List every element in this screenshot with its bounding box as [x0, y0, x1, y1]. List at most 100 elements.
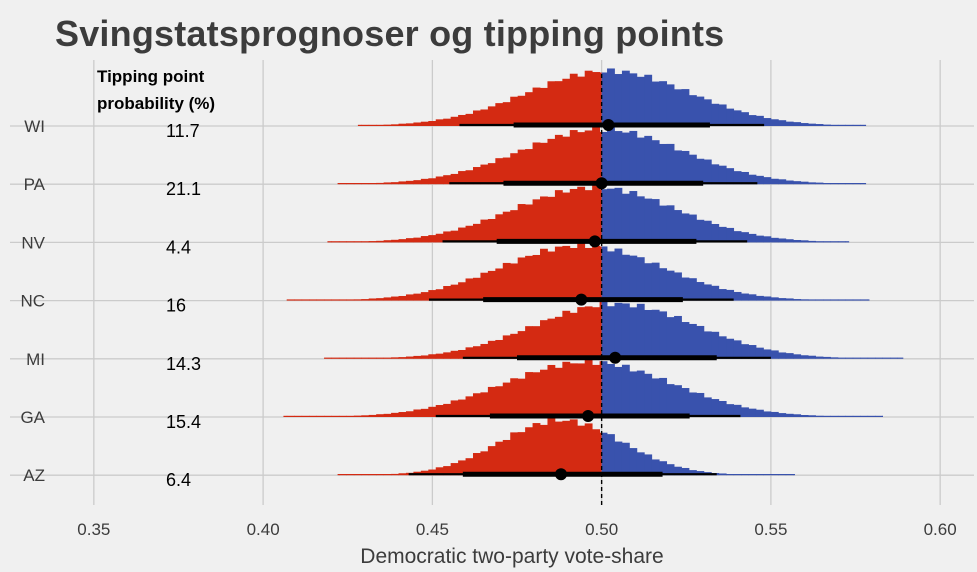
rep-bin — [540, 142, 548, 185]
dem-bin — [651, 378, 660, 417]
dem-bin — [800, 240, 809, 243]
rep-bin — [353, 357, 362, 359]
rep-bin — [599, 432, 602, 476]
rep-bin — [428, 290, 437, 301]
rep-bin — [472, 167, 481, 185]
rep-bin — [353, 183, 362, 185]
rep-bin — [562, 192, 571, 243]
dem-bin — [748, 115, 757, 126]
state-label: NC — [20, 292, 45, 311]
dem-bin — [733, 340, 742, 359]
rep-bin — [368, 474, 377, 476]
dem-bin — [629, 255, 638, 301]
rep-bin — [435, 405, 444, 417]
dem-bin — [651, 459, 660, 476]
rep-bin — [435, 353, 444, 359]
rep-bin — [495, 386, 504, 417]
rep-bin — [383, 240, 392, 243]
median-point — [575, 293, 588, 306]
dem-bin — [607, 434, 615, 476]
dem-bin — [614, 187, 623, 243]
rep-bin — [443, 466, 452, 476]
rep-bin — [599, 72, 602, 126]
dem-bin — [696, 96, 705, 126]
rep-bin — [286, 299, 295, 301]
rep-bin — [532, 199, 541, 243]
rep-bin — [540, 196, 548, 243]
rep-bin — [495, 441, 504, 476]
rep-bin — [420, 355, 429, 359]
dem-bin — [837, 183, 846, 185]
dem-bin — [755, 235, 764, 243]
dem-bin — [852, 124, 861, 126]
rep-bin — [532, 326, 541, 359]
rep-bin — [480, 392, 489, 417]
rep-bin — [502, 211, 511, 243]
dem-bin — [785, 298, 794, 301]
dem-bin — [681, 322, 690, 359]
dem-bin — [659, 377, 668, 417]
dem-bin — [823, 183, 831, 185]
rep-bin — [368, 298, 377, 301]
rep-bin — [398, 357, 407, 359]
rep-bin — [525, 427, 533, 476]
dem-bin — [741, 171, 749, 185]
dem-bin — [815, 356, 824, 359]
rep-bin — [525, 149, 533, 185]
dem-bin — [601, 432, 608, 476]
histogram-layer — [283, 68, 904, 476]
dem-bin — [755, 347, 764, 359]
rep-bin — [510, 333, 519, 359]
rep-bin — [577, 242, 586, 301]
rep-bin — [554, 134, 563, 185]
dem-bin — [763, 349, 772, 359]
rep-bin — [592, 307, 600, 359]
rep-bin — [428, 235, 437, 243]
dem-bin — [674, 210, 682, 243]
rep-bin — [361, 183, 370, 185]
dem-bin — [718, 400, 727, 417]
dem-bin — [837, 124, 846, 126]
dem-bin — [703, 159, 712, 185]
rep-bin — [458, 282, 466, 301]
rep-bin — [554, 81, 563, 126]
rep-bin — [592, 184, 600, 243]
rep-bin — [599, 189, 602, 243]
rep-bin — [368, 357, 377, 359]
rep-bin — [376, 414, 385, 417]
dem-bin — [748, 294, 757, 301]
dem-bin — [808, 299, 816, 301]
dem-bin — [651, 309, 660, 359]
rep-bin — [361, 474, 370, 476]
dem-bin — [830, 415, 839, 417]
rep-bin — [398, 295, 407, 301]
dem-bin — [808, 182, 816, 185]
dem-bin — [808, 355, 816, 359]
dem-bin — [666, 464, 675, 476]
dem-bin — [763, 118, 772, 126]
dem-bin — [607, 127, 615, 185]
dem-bin — [711, 164, 720, 185]
dem-bin — [867, 357, 876, 359]
rep-bin — [487, 163, 496, 185]
rep-bin — [435, 176, 444, 185]
dem-bin — [718, 165, 727, 185]
dem-bin — [852, 415, 861, 417]
rep-bin — [383, 182, 392, 185]
rep-bin — [346, 474, 355, 476]
dem-bin — [718, 336, 727, 359]
dem-bin — [607, 251, 615, 301]
rep-bin — [584, 70, 593, 126]
dem-bin — [659, 143, 668, 185]
dem-bin — [621, 303, 630, 359]
dem-bin — [726, 338, 735, 359]
rep-bin — [435, 119, 444, 126]
dem-bin — [785, 413, 794, 417]
state-label: NV — [21, 233, 45, 252]
rep-bin — [391, 357, 399, 359]
rep-bin — [450, 400, 459, 417]
rep-bin — [517, 95, 526, 126]
dem-bin — [845, 183, 854, 185]
rep-bin — [428, 406, 437, 417]
rep-bin — [569, 248, 578, 301]
